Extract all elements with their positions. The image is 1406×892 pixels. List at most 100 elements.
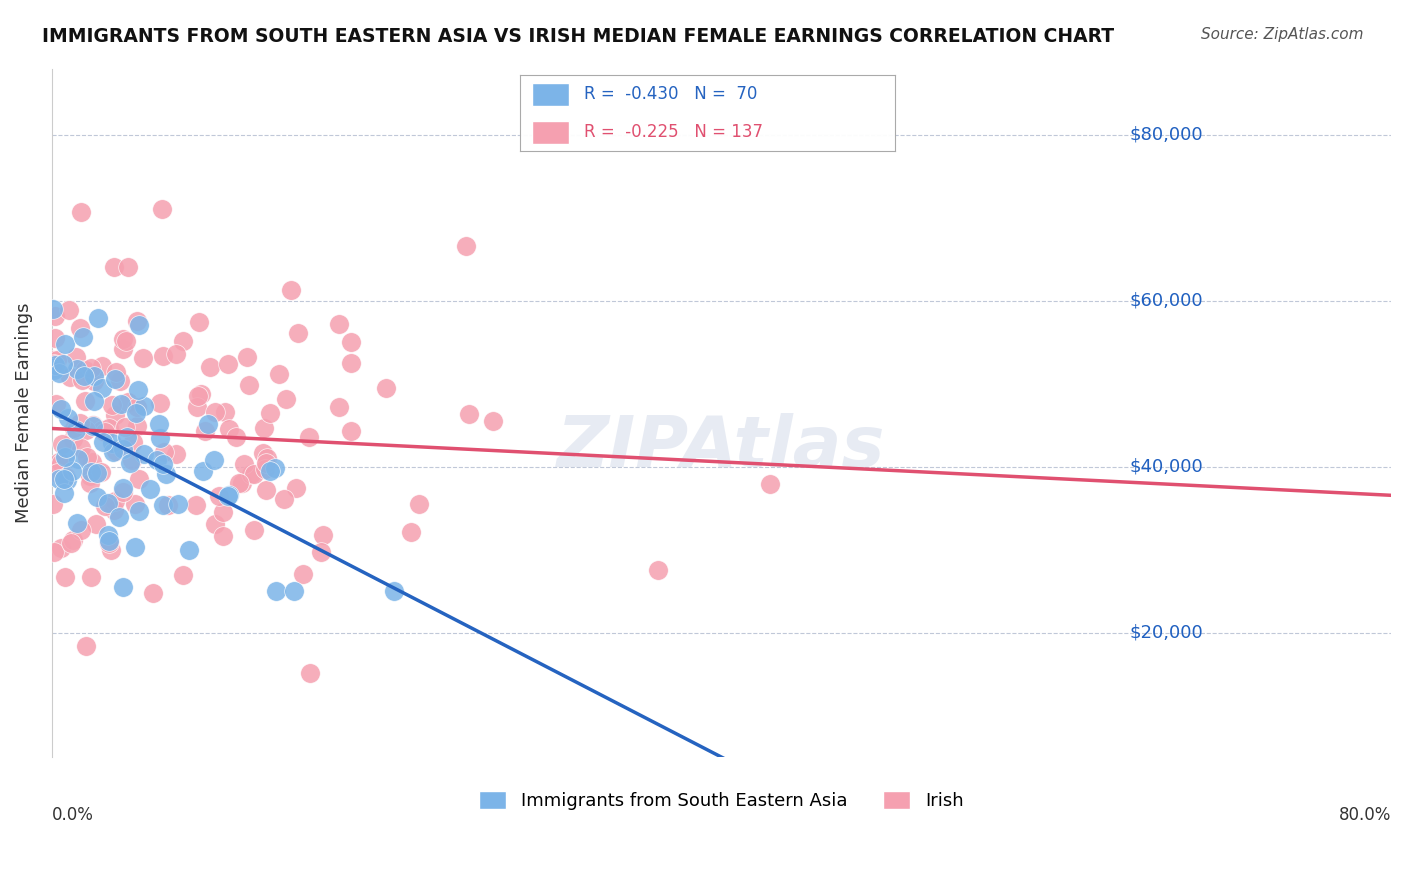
Text: 80.0%: 80.0% — [1339, 805, 1391, 823]
Point — [280, 283, 302, 297]
Point — [46, 466, 69, 480]
Point — [101, 398, 124, 412]
Point — [75, 393, 97, 408]
Point — [408, 498, 430, 512]
Point — [48, 455, 70, 469]
Point — [79, 475, 101, 490]
Point — [104, 372, 127, 386]
Point — [79, 469, 101, 483]
Point — [155, 467, 177, 481]
Point — [69, 441, 91, 455]
Point — [259, 464, 281, 478]
Point — [94, 499, 117, 513]
Point — [110, 374, 132, 388]
Point — [212, 529, 235, 543]
Point — [73, 369, 96, 384]
Point — [269, 368, 291, 382]
Point — [69, 416, 91, 430]
Point — [98, 536, 121, 550]
Point — [53, 472, 76, 486]
Point — [91, 423, 114, 437]
Point — [240, 467, 263, 482]
Point — [44, 310, 66, 324]
Point — [148, 417, 170, 431]
Text: $20,000: $20,000 — [1130, 624, 1204, 642]
Point — [117, 395, 139, 409]
Point — [48, 366, 70, 380]
Point — [101, 445, 124, 459]
Point — [51, 436, 73, 450]
Point — [228, 475, 250, 490]
Point — [191, 464, 214, 478]
Point — [165, 447, 187, 461]
Point — [104, 494, 127, 508]
Point — [42, 363, 65, 377]
Point — [58, 303, 80, 318]
Point — [264, 584, 287, 599]
Point — [76, 450, 98, 464]
Point — [167, 497, 190, 511]
Point — [56, 473, 79, 487]
Point — [110, 397, 132, 411]
Point — [63, 421, 86, 435]
Point — [283, 584, 305, 599]
Point — [97, 528, 120, 542]
Point — [55, 441, 77, 455]
Y-axis label: Median Female Earnings: Median Female Earnings — [15, 302, 32, 524]
Point — [90, 359, 112, 374]
Point — [254, 462, 277, 476]
Point — [152, 457, 174, 471]
Point — [53, 569, 76, 583]
Point — [52, 357, 75, 371]
Point — [328, 317, 350, 331]
Point — [384, 584, 406, 599]
Point — [66, 361, 89, 376]
Point — [86, 466, 108, 480]
Point — [236, 351, 259, 365]
Point — [70, 373, 93, 387]
Point — [188, 315, 211, 329]
Point — [108, 509, 131, 524]
Point — [134, 399, 156, 413]
Point — [125, 406, 148, 420]
Point — [298, 666, 321, 681]
Point — [44, 331, 66, 345]
Point — [111, 481, 134, 495]
Point — [94, 425, 117, 439]
Point — [328, 400, 350, 414]
Point — [172, 334, 194, 349]
Point — [91, 434, 114, 449]
Point — [217, 489, 239, 503]
Point — [197, 417, 219, 432]
Point — [80, 360, 103, 375]
Point — [124, 497, 146, 511]
Point — [79, 465, 101, 479]
Point — [150, 202, 173, 216]
Text: Source: ZipAtlas.com: Source: ZipAtlas.com — [1201, 27, 1364, 42]
Point — [118, 456, 141, 470]
Point — [48, 471, 70, 485]
Point — [204, 517, 226, 532]
Point — [62, 533, 84, 547]
Point — [42, 352, 65, 367]
Point — [82, 419, 104, 434]
Text: IMMIGRANTS FROM SOUTH EASTERN ASIA VS IRISH MEDIAN FEMALE EARNINGS CORRELATION C: IMMIGRANTS FROM SOUTH EASTERN ASIA VS IR… — [42, 27, 1115, 45]
Point — [243, 524, 266, 538]
Point — [132, 447, 155, 461]
Point — [42, 545, 65, 559]
Point — [97, 534, 120, 549]
Point — [292, 566, 315, 581]
Point — [139, 482, 162, 496]
Point — [60, 535, 83, 549]
Point — [254, 483, 277, 498]
Point — [86, 490, 108, 504]
Point — [231, 476, 253, 491]
Point — [186, 400, 208, 414]
Point — [156, 498, 179, 512]
Point — [55, 470, 77, 484]
Text: $60,000: $60,000 — [1130, 292, 1204, 310]
Point — [194, 424, 217, 438]
Legend: Immigrants from South Eastern Asia, Irish: Immigrants from South Eastern Asia, Iris… — [472, 783, 970, 817]
Point — [115, 334, 138, 348]
Point — [172, 568, 194, 582]
